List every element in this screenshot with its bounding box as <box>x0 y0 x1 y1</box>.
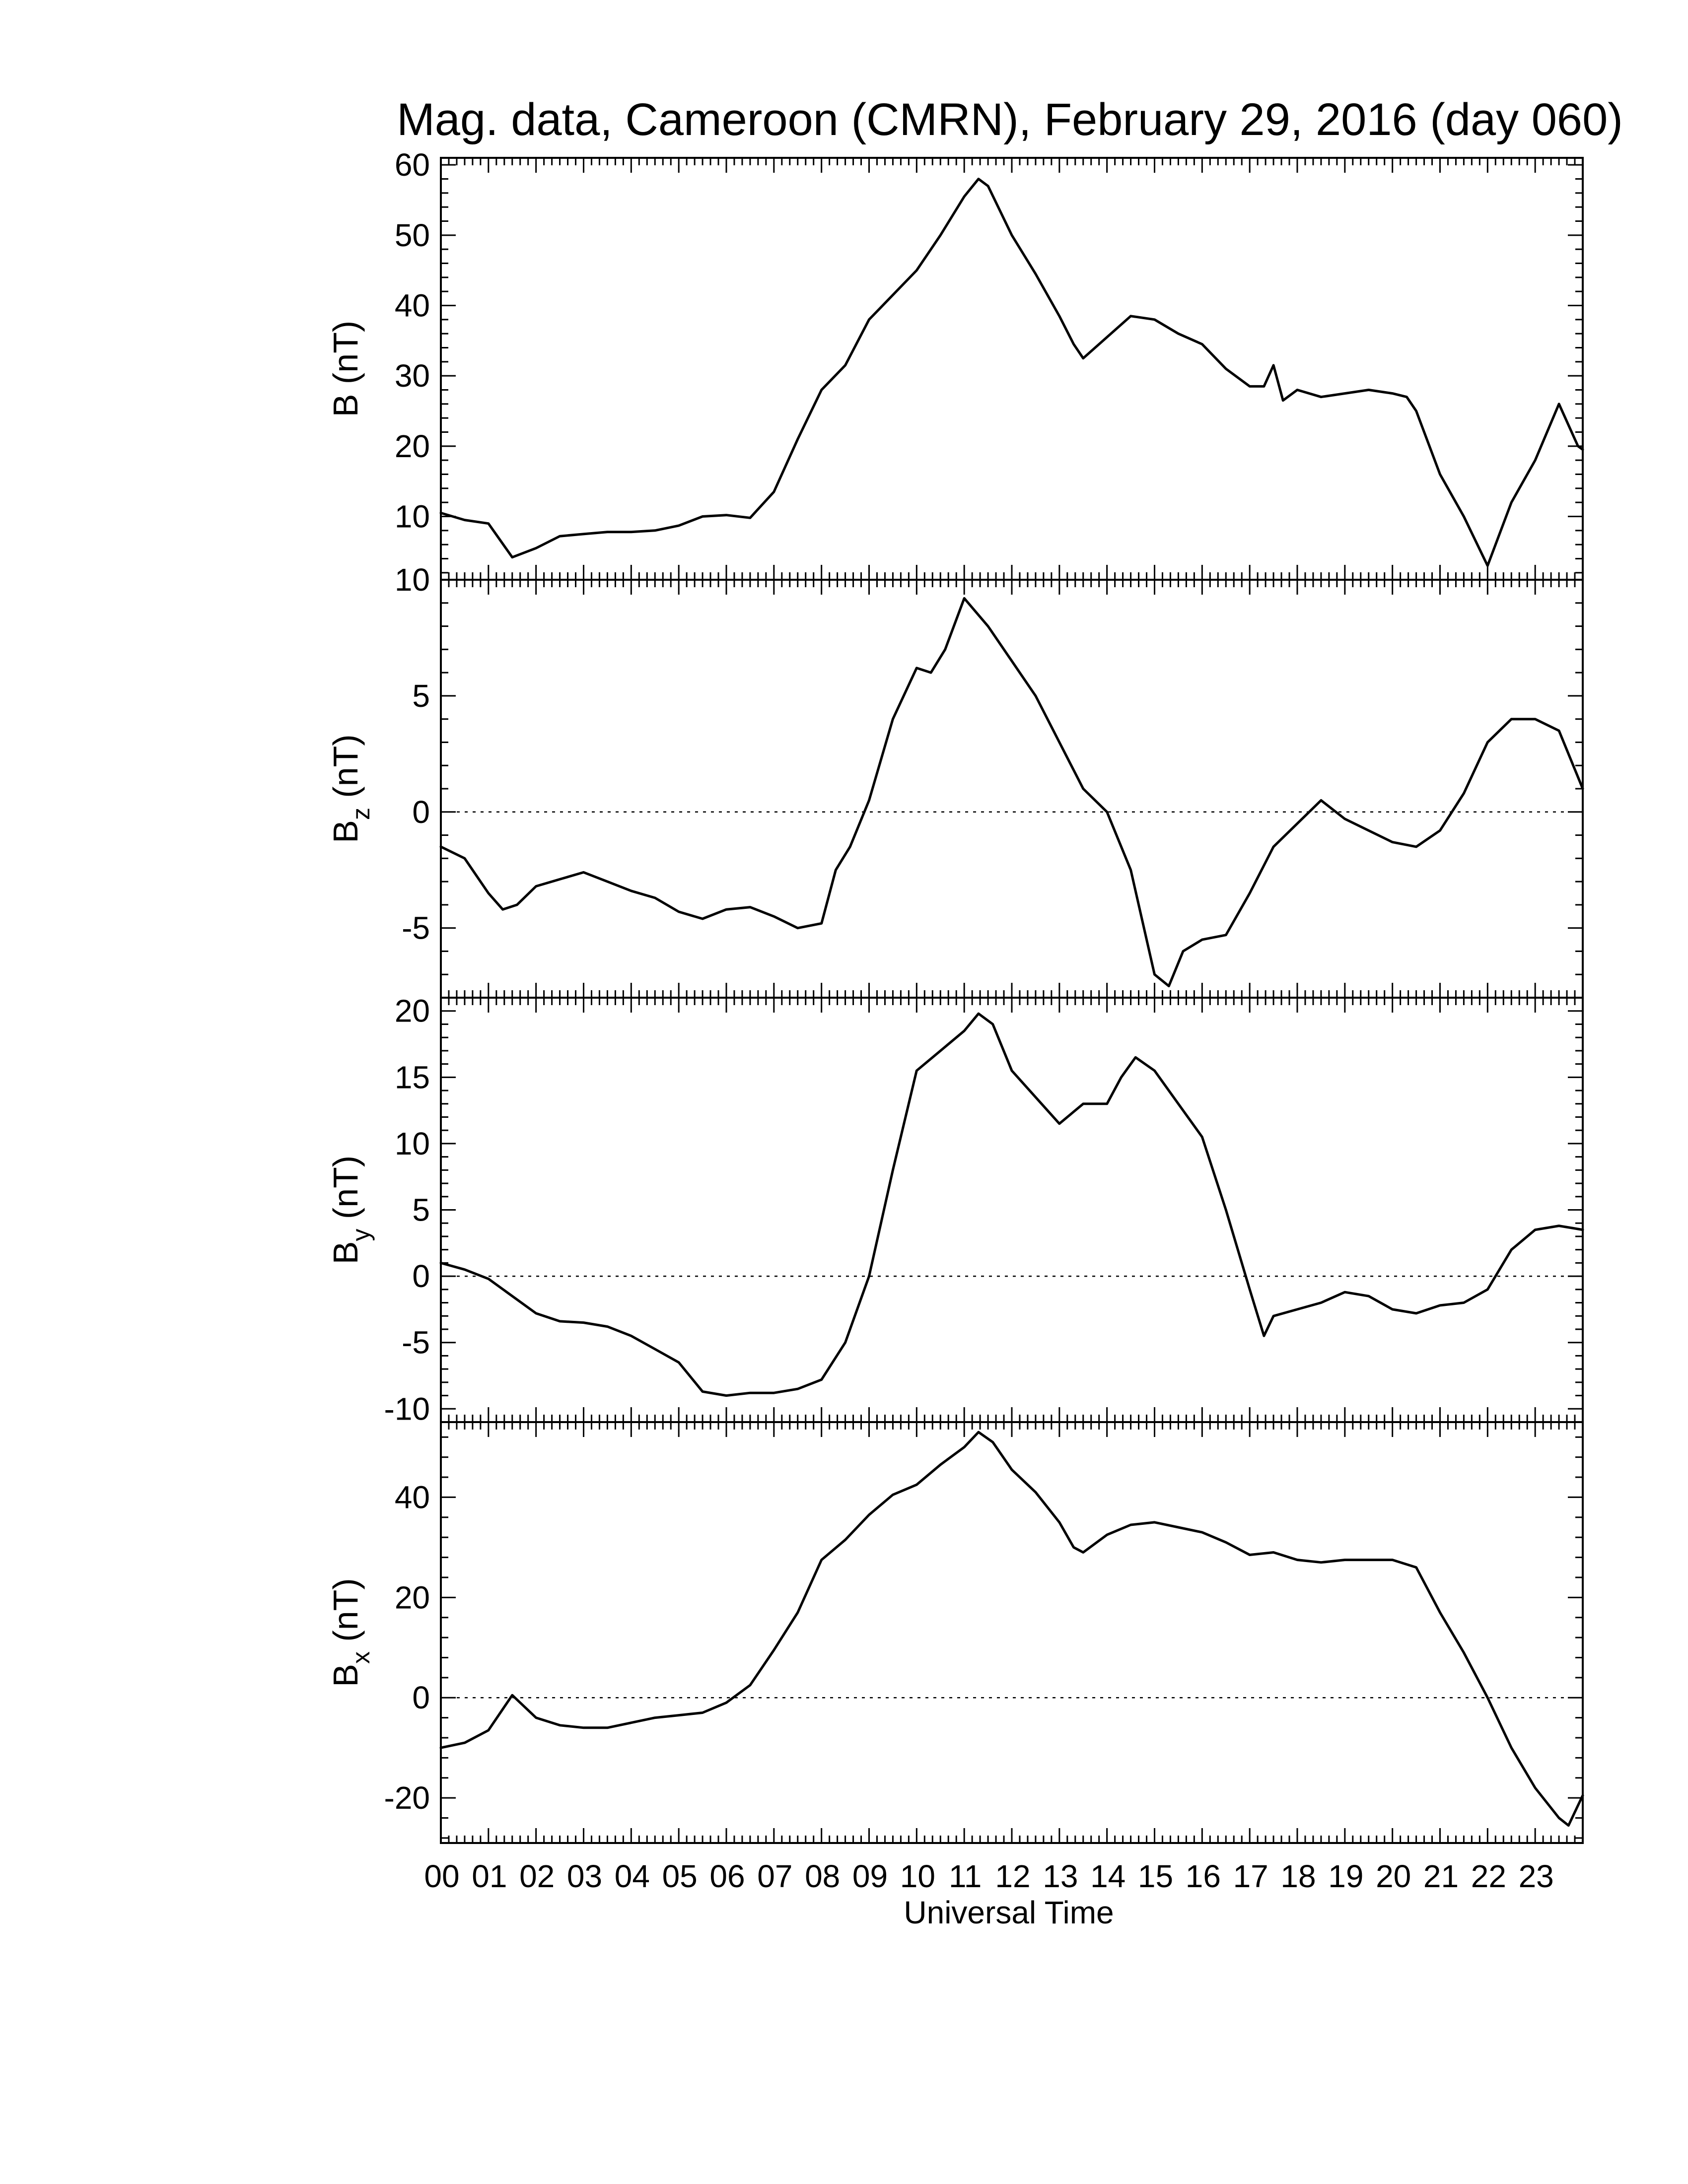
y-tick-label-B: 50 <box>395 217 430 253</box>
x-ticks-Bx <box>440 1422 1584 1843</box>
x-tick-label: 11 <box>949 1858 982 1894</box>
y-tick-label-Bx: 20 <box>395 1579 430 1615</box>
y-tick-label-Bz: 0 <box>412 794 430 830</box>
y-tick-label-By: 5 <box>412 1192 430 1228</box>
x-tick-label: 03 <box>567 1858 602 1894</box>
y-tick-label-B: 30 <box>395 358 430 394</box>
x-tick-label: 10 <box>900 1858 935 1894</box>
y-axis-title-By: By (nT) <box>326 1156 375 1264</box>
y-tick-label-Bx: 0 <box>412 1680 430 1715</box>
trace-Bx <box>439 1431 1584 1827</box>
x-tick-label: 07 <box>757 1858 792 1894</box>
y-tick-label-Bx: 40 <box>395 1479 430 1515</box>
x-tick-label: 23 <box>1519 1858 1554 1894</box>
y-tick-label-Bx: -20 <box>384 1780 430 1816</box>
x-tick-label: 19 <box>1328 1858 1363 1894</box>
x-ticks-B <box>440 158 1584 580</box>
x-tick-label: 00 <box>424 1858 459 1894</box>
x-tick-label: 20 <box>1376 1858 1411 1894</box>
plot-frame-Bz <box>440 579 1584 999</box>
x-tick-label: 06 <box>709 1858 745 1894</box>
plot-frame-B <box>440 157 1584 581</box>
y-tick-label-By: -10 <box>384 1391 430 1427</box>
x-tick-label: 04 <box>615 1858 650 1894</box>
x-tick-label: 22 <box>1471 1858 1506 1894</box>
y-tick-label-B: 10 <box>395 499 430 535</box>
panel-Bz: -5 0 5 10 Bz (nT) <box>326 562 1584 999</box>
panel-B: 10 20 30 40 50 60 B (nT) <box>326 147 1584 581</box>
y-tick-label-B: 20 <box>395 428 430 464</box>
x-axis-title: Universal Time <box>904 1895 1114 1930</box>
y-axis-title-Bz: Bz (nT) <box>326 734 375 843</box>
y-tick-label-By: 0 <box>412 1258 430 1294</box>
x-tick-label: 17 <box>1233 1858 1268 1894</box>
y-tick-label-Bz: -5 <box>402 910 430 946</box>
panel-By: -10 -5 0 5 10 15 20 By (nT) <box>326 993 1584 1427</box>
x-tick-label: 01 <box>472 1858 507 1894</box>
x-tick-label: 16 <box>1186 1858 1221 1894</box>
y-tick-label-By: -5 <box>402 1325 430 1361</box>
x-ticks-Bz <box>440 580 1584 998</box>
x-tick-label: 21 <box>1423 1858 1459 1894</box>
x-tick-label: 15 <box>1138 1858 1173 1894</box>
x-tick-label: 09 <box>852 1858 888 1894</box>
x-tick-label: 08 <box>805 1858 840 1894</box>
trace-Bz <box>439 597 1584 988</box>
x-tick-label: 02 <box>519 1858 555 1894</box>
x-axis-tick-labels: 00 01 02 03 04 05 06 07 08 09 10 11 12 13 14 15 16 17 18 19… <box>424 1858 1553 1894</box>
x-tick-label: 14 <box>1090 1858 1125 1894</box>
panel-Bx: -20 0 20 40 Bx (nT) <box>326 1421 1584 1844</box>
x-tick-label: 18 <box>1280 1858 1316 1894</box>
y-tick-label-By: 15 <box>395 1059 430 1095</box>
y-tick-label-B: 60 <box>395 147 430 183</box>
trace-By <box>439 1012 1584 1397</box>
x-ticks-By <box>440 998 1584 1422</box>
x-tick-label: 12 <box>995 1858 1030 1894</box>
y-tick-label-B: 40 <box>395 288 430 324</box>
y-tick-label-Bz: 5 <box>412 678 430 714</box>
plot-frame-Bx <box>440 1421 1584 1844</box>
panels: 10 20 30 40 50 60 B (nT) -5 0 5 10 Bz (nT) -10 -5 0 5 10… <box>326 147 1584 1844</box>
x-tick-label: 05 <box>662 1858 698 1894</box>
y-axis-title-B: B (nT) <box>326 321 365 417</box>
plot-frame-By <box>440 997 1584 1423</box>
y-axis-title-Bx: Bx (nT) <box>326 1578 375 1687</box>
y-tick-label-By: 10 <box>395 1126 430 1161</box>
figure-title: Mag. data, Cameroon (CMRN), February 29,… <box>397 94 1623 145</box>
y-tick-label-By: 20 <box>395 993 430 1029</box>
y-tick-label-Bz: 10 <box>395 562 430 598</box>
trace-B <box>439 178 1584 567</box>
x-tick-label: 13 <box>1043 1858 1078 1894</box>
